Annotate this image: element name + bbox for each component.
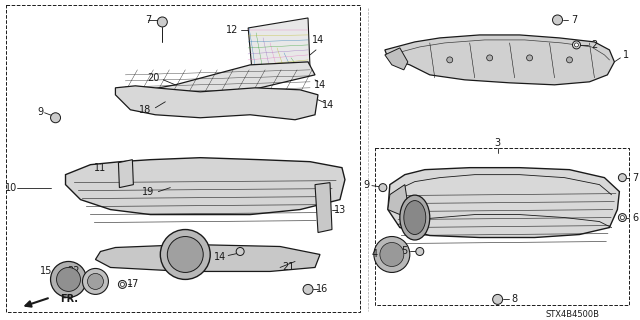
Text: 4: 4 — [372, 250, 378, 260]
Text: STX4B4500B: STX4B4500B — [545, 310, 600, 319]
Circle shape — [118, 280, 126, 288]
Text: 22: 22 — [67, 267, 80, 276]
Circle shape — [379, 184, 387, 192]
Circle shape — [552, 15, 563, 25]
Text: 9: 9 — [364, 180, 370, 190]
Text: 14: 14 — [314, 80, 326, 90]
Circle shape — [167, 236, 204, 272]
Polygon shape — [95, 244, 320, 271]
Ellipse shape — [400, 195, 430, 240]
Text: 6: 6 — [632, 212, 639, 222]
Circle shape — [618, 213, 627, 221]
Polygon shape — [120, 62, 315, 102]
Text: 14: 14 — [312, 35, 324, 45]
Text: 3: 3 — [495, 138, 500, 148]
Text: 18: 18 — [140, 105, 152, 115]
Circle shape — [51, 113, 61, 123]
Text: 12: 12 — [226, 25, 238, 35]
Circle shape — [51, 261, 86, 297]
Text: 11: 11 — [94, 163, 107, 173]
Circle shape — [303, 284, 313, 294]
Polygon shape — [385, 48, 408, 70]
Circle shape — [374, 236, 410, 272]
Text: 7: 7 — [572, 15, 578, 25]
Polygon shape — [248, 18, 310, 72]
Text: 17: 17 — [127, 279, 140, 289]
Circle shape — [88, 274, 104, 289]
Ellipse shape — [404, 201, 426, 235]
Circle shape — [447, 57, 452, 63]
Text: 21: 21 — [282, 262, 294, 272]
Circle shape — [493, 294, 502, 304]
Circle shape — [575, 43, 579, 47]
Circle shape — [120, 283, 124, 286]
Text: 10: 10 — [4, 183, 17, 193]
Circle shape — [527, 55, 532, 61]
Circle shape — [380, 243, 404, 267]
Text: 16: 16 — [316, 284, 328, 294]
Polygon shape — [118, 160, 133, 188]
Polygon shape — [385, 35, 614, 85]
Polygon shape — [388, 185, 408, 215]
Text: 7: 7 — [632, 172, 639, 183]
Circle shape — [620, 216, 625, 220]
Text: 19: 19 — [142, 187, 154, 196]
Circle shape — [56, 268, 81, 292]
Polygon shape — [315, 183, 332, 233]
Circle shape — [566, 57, 573, 63]
Text: 7: 7 — [145, 15, 152, 25]
Circle shape — [618, 174, 627, 182]
Text: 9: 9 — [38, 107, 44, 117]
Text: 15: 15 — [40, 267, 52, 276]
Circle shape — [161, 229, 210, 279]
Circle shape — [573, 41, 580, 49]
Text: 13: 13 — [334, 204, 346, 215]
Text: 1: 1 — [623, 50, 630, 60]
Circle shape — [486, 55, 493, 61]
Text: 14: 14 — [214, 252, 227, 262]
Bar — [6, 5, 360, 312]
Bar — [375, 148, 629, 305]
Text: 20: 20 — [147, 73, 159, 83]
Circle shape — [236, 247, 244, 255]
Text: 14: 14 — [322, 100, 334, 110]
Text: FR.: FR. — [61, 294, 79, 304]
Circle shape — [83, 268, 108, 294]
Circle shape — [416, 247, 424, 255]
Polygon shape — [115, 86, 318, 120]
Polygon shape — [65, 158, 345, 215]
Circle shape — [157, 17, 167, 27]
Text: 8: 8 — [511, 294, 518, 304]
Text: 2: 2 — [591, 40, 598, 50]
Text: 5: 5 — [401, 246, 408, 257]
Polygon shape — [388, 168, 620, 237]
